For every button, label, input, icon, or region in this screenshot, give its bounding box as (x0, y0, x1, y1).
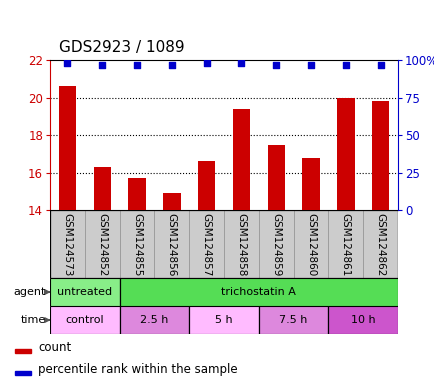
Point (133, 62, 140, 68)
Text: time: time (20, 315, 46, 325)
Text: GSM124861: GSM124861 (340, 213, 350, 276)
Text: GSM124862: GSM124862 (375, 213, 385, 276)
Bar (15, 349, 31, 353)
Bar (258, 306, 328, 334)
Point (237, 60, 244, 66)
FancyBboxPatch shape (328, 210, 362, 278)
FancyBboxPatch shape (189, 210, 224, 278)
FancyBboxPatch shape (362, 210, 397, 278)
Text: GSM124855: GSM124855 (132, 213, 141, 276)
Bar (119, 306, 189, 334)
Text: control: control (66, 315, 104, 325)
Text: GDS2923 / 1089: GDS2923 / 1089 (59, 40, 184, 55)
Bar (50, 278, 119, 306)
Point (168, 62, 175, 68)
FancyBboxPatch shape (224, 210, 258, 278)
Text: 2.5 h: 2.5 h (140, 315, 168, 325)
FancyBboxPatch shape (258, 210, 293, 278)
Bar (128, 178, 145, 210)
Point (342, 62, 349, 68)
Bar (163, 193, 180, 210)
Bar (119, 278, 397, 306)
Text: count: count (38, 341, 71, 354)
Point (307, 62, 314, 68)
FancyBboxPatch shape (293, 210, 328, 278)
Bar (328, 306, 397, 334)
Point (376, 62, 383, 68)
FancyBboxPatch shape (119, 210, 154, 278)
Text: GSM124859: GSM124859 (271, 213, 280, 276)
Text: agent: agent (13, 287, 46, 297)
Bar (93, 167, 111, 210)
Bar (371, 101, 388, 210)
Text: GSM124857: GSM124857 (201, 213, 211, 276)
Bar (15, 371, 31, 375)
FancyBboxPatch shape (154, 210, 189, 278)
Text: untreated: untreated (57, 287, 112, 297)
Text: GSM124856: GSM124856 (167, 213, 176, 276)
Text: GSM124858: GSM124858 (236, 213, 246, 276)
Text: trichostatin A: trichostatin A (221, 287, 296, 297)
Text: GSM124573: GSM124573 (62, 213, 72, 276)
Point (203, 60, 210, 66)
Point (272, 62, 279, 68)
Bar (189, 306, 258, 334)
Bar (50, 306, 119, 334)
Bar (267, 144, 284, 210)
FancyBboxPatch shape (85, 210, 119, 278)
Point (99, 62, 105, 68)
Bar (232, 109, 250, 210)
Bar (302, 158, 319, 210)
Text: 7.5 h: 7.5 h (279, 315, 307, 325)
Text: percentile rank within the sample: percentile rank within the sample (38, 363, 237, 376)
FancyBboxPatch shape (50, 210, 85, 278)
Text: GSM124860: GSM124860 (306, 213, 315, 276)
Bar (336, 98, 354, 210)
Text: GSM124852: GSM124852 (97, 213, 107, 276)
Point (64, 60, 71, 66)
Text: 5 h: 5 h (215, 315, 232, 325)
Bar (59, 86, 76, 210)
Text: 10 h: 10 h (350, 315, 375, 325)
Bar (197, 161, 215, 210)
